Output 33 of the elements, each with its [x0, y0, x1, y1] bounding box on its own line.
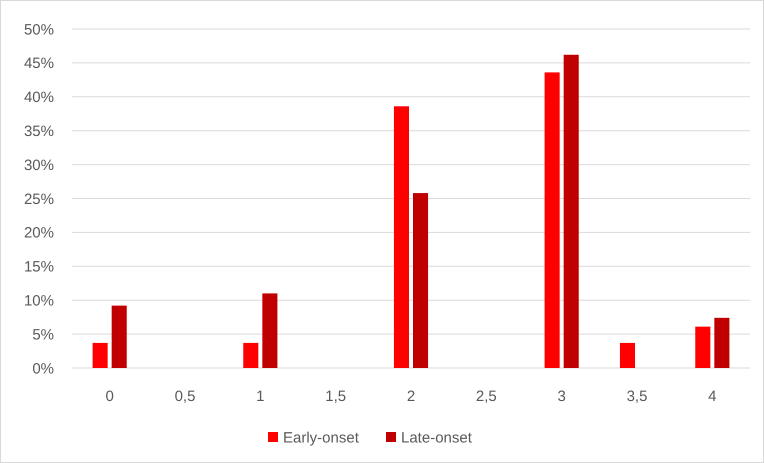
bar — [564, 54, 579, 368]
y-tick-label: 15% — [24, 258, 54, 276]
y-tick-label: 10% — [24, 292, 54, 310]
legend-label: Late-onset — [401, 429, 473, 446]
y-tick-label: 45% — [24, 55, 54, 72]
x-tick-label: 0 — [105, 388, 114, 405]
bar — [394, 106, 409, 368]
bar — [112, 306, 127, 368]
y-tick-label: 25% — [24, 190, 54, 208]
legend-label: Early-onset — [283, 429, 360, 446]
x-tick-label: 3 — [557, 388, 566, 405]
bar — [262, 293, 278, 368]
bar — [413, 193, 428, 368]
bar — [695, 326, 710, 368]
x-tick-label: 1,5 — [325, 388, 346, 405]
bar — [620, 342, 635, 368]
y-tick-label: 50% — [24, 21, 54, 38]
x-tick-label: 2 — [406, 388, 416, 405]
y-tick-label: 35% — [24, 122, 54, 140]
y-tick-label: 40% — [24, 89, 54, 106]
y-tick-label: 30% — [24, 156, 54, 174]
x-tick-label: 3,5 — [626, 388, 648, 405]
y-tick-label: 5% — [32, 326, 54, 344]
y-tick-label: 0% — [32, 360, 54, 378]
x-tick-label: 1 — [256, 388, 265, 405]
x-tick-label: 2,5 — [476, 388, 497, 405]
bar — [544, 72, 560, 368]
x-tick-label: 4 — [708, 388, 717, 405]
bar — [714, 318, 730, 368]
bar — [92, 342, 108, 368]
y-tick-label: 20% — [24, 224, 54, 242]
x-tick-label: 0,5 — [174, 388, 196, 405]
bar — [243, 342, 258, 368]
